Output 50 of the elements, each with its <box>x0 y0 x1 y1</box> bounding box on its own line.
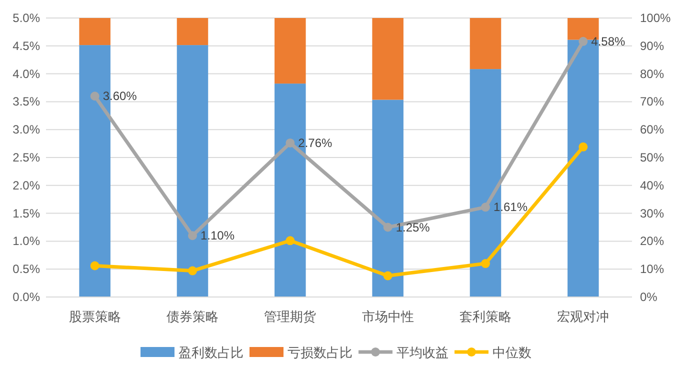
point <box>188 231 197 240</box>
y-tick-label: 4.0% <box>12 66 40 81</box>
y2-tick-label: 90% <box>640 38 664 53</box>
y2-tick-label: 40% <box>640 178 664 192</box>
point <box>188 266 197 276</box>
bar <box>470 18 502 70</box>
y2-tick-label: 50% <box>640 150 664 164</box>
point <box>578 142 588 152</box>
bar <box>274 18 306 84</box>
y2-tick-label: 80% <box>640 66 664 81</box>
y-tick-label: 1.5% <box>12 206 40 220</box>
y-tick-label: 0.0% <box>12 290 40 304</box>
legend-label: 亏损数占比 <box>288 345 352 360</box>
y-tick-label: 3.0% <box>12 122 40 137</box>
y-tick-label: 2.5% <box>12 150 40 164</box>
x-tick-label: 宏观对冲 <box>557 309 610 324</box>
y-tick-label: 4.5% <box>12 38 40 53</box>
y2-tick-label: 10% <box>640 262 664 276</box>
point <box>286 138 295 148</box>
y2-tick-label: 20% <box>640 234 664 248</box>
y2-tick-label: 0% <box>640 290 658 304</box>
data-label: 1.25% <box>396 220 430 234</box>
y2-tick-label: 70% <box>640 94 664 109</box>
legend-label: 中位数 <box>492 345 532 360</box>
y-tick-label: 2.0% <box>12 178 40 192</box>
point <box>578 36 588 46</box>
x-tick-label: 债券策略 <box>166 309 218 324</box>
y-tick-label: 1.0% <box>12 234 40 248</box>
y-tick-label: 3.5% <box>12 94 40 109</box>
bar <box>372 18 404 100</box>
x-tick-label: 管理期货 <box>264 309 316 324</box>
x-tick-label: 市场中性 <box>362 309 414 324</box>
point <box>383 271 392 280</box>
y-tick-label: 0.5% <box>12 262 40 276</box>
legend-label: 盈利数占比 <box>178 345 244 360</box>
point <box>286 236 295 246</box>
y2-tick-label: 60% <box>640 122 664 137</box>
point <box>90 92 100 101</box>
point <box>90 261 100 270</box>
y-tick-label: 5.0% <box>12 11 40 25</box>
bar <box>176 18 208 46</box>
point <box>383 222 392 232</box>
legend-label: 平均收益 <box>396 345 448 360</box>
x-tick-label: 股票策略 <box>68 309 121 324</box>
bar <box>79 18 110 46</box>
point <box>481 202 490 212</box>
x-tick-label: 套利策略 <box>460 309 512 324</box>
y2-tick-label: 30% <box>640 206 664 220</box>
y2-tick-label: 100% <box>640 11 672 25</box>
point <box>481 259 490 268</box>
